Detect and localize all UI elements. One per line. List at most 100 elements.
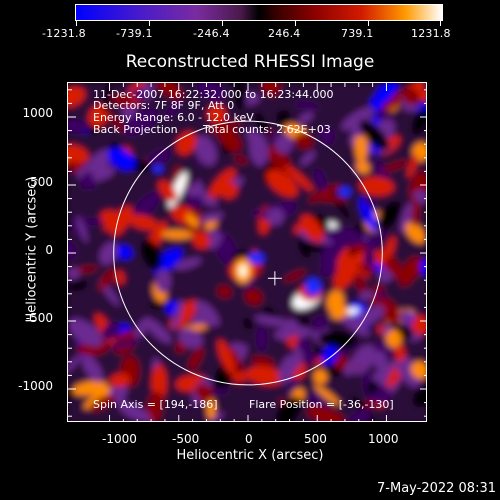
colorbar-tick-label: 246.4 — [268, 27, 301, 40]
image-blob — [419, 90, 426, 102]
image-blob — [230, 342, 244, 352]
image-blob — [234, 83, 247, 110]
negative-spot — [305, 278, 322, 296]
flare-source — [240, 265, 246, 276]
image-blob — [68, 267, 80, 280]
x-tick-label: 1000 — [368, 432, 399, 446]
colorbar-tick — [295, 20, 296, 26]
image-blob — [372, 350, 387, 369]
rhessi-image-canvas — [68, 83, 426, 421]
image-blob — [89, 394, 116, 412]
y-tick-label: 500 — [30, 175, 53, 189]
image-blob — [400, 310, 412, 327]
image-blob — [176, 131, 197, 155]
image-blob — [87, 149, 113, 171]
image-blob — [99, 241, 118, 265]
image-blob — [140, 239, 162, 271]
image-blob — [108, 113, 125, 133]
image-blob — [283, 269, 306, 282]
colorbar-tick-label: -739.1 — [116, 27, 153, 40]
image-blob — [68, 144, 89, 164]
time-range-label: 11-Dec-2007 16:22:32.000 to 16:23:44.000 — [93, 88, 334, 101]
image-title: Reconstructed RHESSI Image — [125, 52, 375, 72]
image-blob — [207, 231, 221, 250]
image-blob — [380, 90, 408, 112]
image-blob — [194, 300, 220, 327]
image-blob — [348, 352, 370, 368]
image-blob — [244, 288, 263, 306]
image-blob — [381, 160, 409, 172]
image-blob — [411, 199, 420, 227]
image-blob — [185, 213, 199, 228]
y-tick-label: -1000 — [18, 379, 53, 393]
image-blob — [243, 317, 253, 330]
image-blob — [186, 183, 200, 197]
image-blob — [359, 119, 390, 151]
image-blob — [154, 83, 183, 100]
image-blob — [234, 156, 248, 164]
image-blob — [319, 126, 335, 146]
image-blob — [118, 401, 152, 421]
image-blob — [251, 356, 275, 367]
timestamp: 7-May-2022 08:31 — [377, 481, 496, 496]
image-blob — [231, 372, 250, 381]
image-blob — [196, 83, 226, 102]
image-blob — [76, 215, 88, 243]
image-blob — [127, 214, 159, 231]
solar-limb — [113, 120, 383, 386]
image-blob — [173, 257, 202, 270]
x-tick-label: -500 — [172, 432, 200, 446]
image-blob — [284, 165, 314, 192]
image-blob — [320, 241, 339, 271]
image-blob — [143, 317, 172, 344]
image-blob — [359, 197, 378, 232]
image-blob — [420, 259, 426, 275]
image-blob — [98, 268, 116, 291]
image-blob — [82, 355, 103, 383]
image-blob — [132, 191, 160, 221]
image-blob — [261, 83, 281, 97]
image-blob — [298, 241, 311, 258]
total-counts-label: Total counts: 2.62E+03 — [203, 123, 331, 136]
image-blob — [207, 104, 227, 124]
image-blob — [165, 102, 181, 119]
image-blob — [366, 380, 379, 394]
image-blob — [155, 269, 172, 293]
image-blob — [178, 328, 203, 349]
image-blob — [341, 107, 375, 131]
negative-spot — [248, 252, 265, 265]
image-blob — [68, 119, 89, 134]
energy-range-label: Energy Range: 6.0 - 12.0 keV — [93, 111, 254, 124]
image-blob — [359, 176, 395, 196]
y-tick-label: 0 — [45, 243, 53, 257]
image-blob — [80, 171, 94, 190]
image-blob — [405, 222, 426, 244]
image-blob — [68, 86, 86, 108]
colorbar-tick-label: 739.1 — [341, 27, 374, 40]
image-blob — [311, 194, 348, 203]
image-blob — [68, 354, 83, 380]
image-blob — [188, 346, 204, 371]
image-blob — [313, 167, 327, 191]
image-blob — [266, 169, 298, 198]
image-blob — [149, 302, 164, 310]
image-blob — [385, 329, 402, 348]
image-blob — [341, 253, 370, 279]
image-blob — [412, 385, 426, 408]
image-blob — [200, 212, 224, 222]
image-blob — [376, 297, 401, 324]
image-blob — [399, 202, 413, 234]
image-blob — [115, 270, 125, 285]
image-blob — [294, 101, 320, 110]
x-axis-label: Heliocentric X (arcsec) — [176, 448, 324, 463]
y-axis-label: Heliocentric Y (arcsec) — [24, 176, 40, 323]
colorbar-tick-label: -246.4 — [193, 27, 230, 40]
image-blob — [300, 151, 316, 166]
image-blob — [325, 227, 365, 246]
image-blob — [278, 354, 297, 384]
x-tick-label: 500 — [304, 432, 327, 446]
image-blob — [68, 241, 77, 260]
image-blob — [297, 337, 310, 354]
image-blob — [145, 148, 172, 170]
image-blob — [172, 298, 184, 332]
